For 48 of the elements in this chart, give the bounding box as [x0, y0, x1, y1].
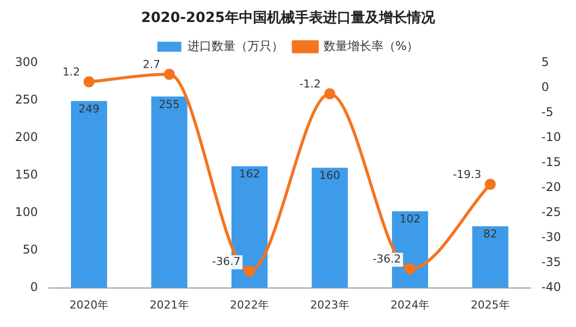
- y-tick-label: 200: [15, 130, 38, 144]
- x-tick-label: 2025年: [470, 298, 510, 312]
- data-label: 82: [483, 228, 498, 241]
- y2-tick-label: -30: [541, 230, 562, 244]
- point: [84, 76, 95, 88]
- data-label: -19.3: [452, 168, 482, 182]
- point: [404, 263, 416, 274]
- legend-label: 进口数量（万只）: [187, 38, 284, 53]
- data-label: 2.7: [142, 58, 160, 72]
- point: [164, 68, 175, 80]
- x-tick-label: 2020年: [70, 298, 109, 312]
- y2-tick-label: -40: [541, 280, 562, 294]
- y2-tick-label: -20: [541, 180, 562, 194]
- bar: [151, 96, 188, 288]
- data-label: 162: [239, 168, 260, 181]
- data-label: -36.7: [212, 255, 241, 268]
- y2-tick-label: 5: [541, 54, 550, 69]
- x-tick-label: 2023年: [310, 298, 350, 312]
- chart-title: 2020-2025年中国机械手表进口量及增长情况: [141, 9, 436, 26]
- legend-label: 数量增长率（%）: [323, 38, 419, 53]
- y-tick-label: 100: [15, 204, 38, 219]
- point: [324, 88, 336, 100]
- data-label: 160: [319, 169, 340, 182]
- y2-tick-label: -15: [541, 154, 562, 169]
- x-tick-label: 2024年: [390, 298, 430, 312]
- data-label: -1.2: [299, 78, 321, 91]
- data-label: 249: [78, 102, 100, 116]
- y2-tick-label: 0: [541, 80, 550, 94]
- point: [484, 178, 496, 190]
- x-tick-label: 2022年: [230, 298, 270, 312]
- y-tick-label: 300: [15, 54, 38, 69]
- y-tick-label: 150: [15, 167, 38, 182]
- data-label: 102: [400, 212, 421, 226]
- bar: [70, 101, 108, 288]
- x-tick-label: 2021年: [150, 298, 189, 312]
- bar: [312, 168, 348, 288]
- point: [244, 266, 256, 277]
- data-label: 255: [158, 98, 180, 111]
- data-label: 1.2: [62, 66, 80, 79]
- bar: [472, 226, 508, 288]
- y-tick-label: 0: [30, 280, 38, 294]
- y2-tick-label: -35: [541, 254, 562, 269]
- y-tick-label: 250: [15, 92, 38, 106]
- data-label: -36.2: [372, 252, 402, 266]
- y2-tick-label: -5: [541, 104, 554, 119]
- y2-tick-label: -25: [541, 204, 562, 219]
- y-tick-label: 50: [22, 242, 38, 256]
- y2-tick-label: -10: [541, 130, 562, 144]
